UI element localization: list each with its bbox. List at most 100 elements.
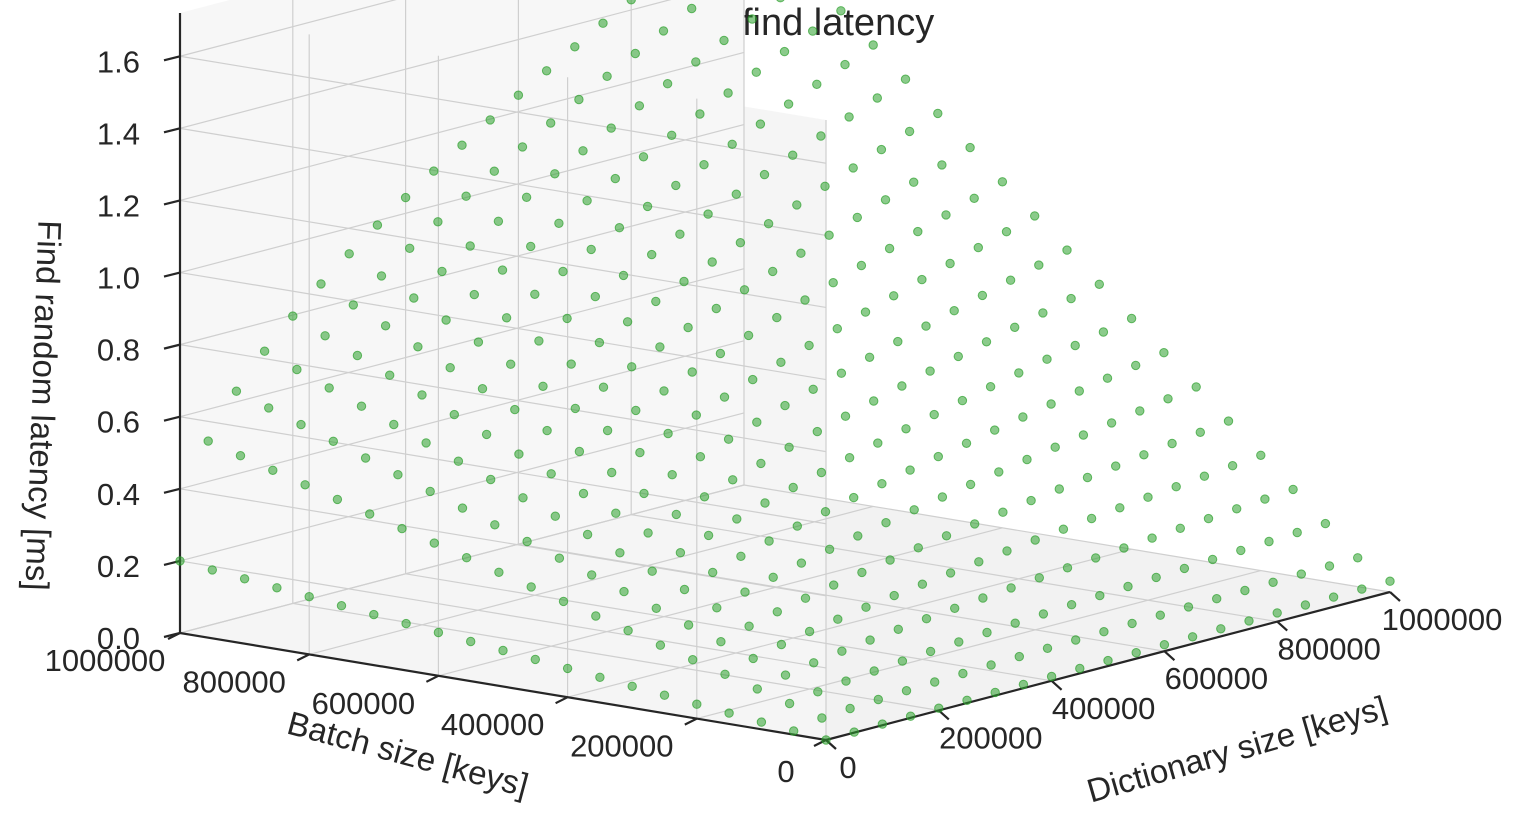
x-tick-mark (1389, 591, 1401, 602)
data-point (748, 374, 758, 385)
data-point (763, 219, 774, 229)
data-point (945, 568, 956, 578)
data-point (901, 424, 911, 434)
data-point (1292, 527, 1302, 538)
data-point (485, 115, 495, 125)
data-point (400, 192, 411, 203)
y-tick-label: 1000000 (45, 643, 166, 678)
data-point (925, 646, 936, 657)
data-point (800, 295, 810, 305)
grid-line (179, 196, 745, 346)
data-point (772, 607, 782, 617)
data-point (490, 520, 500, 530)
data-point (1212, 594, 1222, 604)
data-point (667, 470, 677, 480)
data-point (1207, 554, 1218, 565)
data-point (1300, 600, 1311, 610)
grid-line (179, 488, 827, 597)
data-point (711, 303, 721, 314)
data-point (235, 451, 246, 461)
data-point (857, 567, 867, 578)
data-point (844, 453, 855, 463)
data-point (965, 479, 976, 490)
data-point (735, 238, 746, 248)
z-tick-label: 0.6 (97, 405, 140, 440)
z-tick-mark (163, 55, 181, 62)
data-point (376, 271, 387, 281)
data-point (934, 703, 944, 713)
data-point (655, 640, 666, 650)
z-tick-label: 0.4 (97, 477, 140, 512)
data-point (288, 311, 298, 321)
data-point (566, 359, 576, 369)
data-point (1288, 484, 1298, 495)
data-point (1062, 563, 1073, 573)
data-point (954, 637, 964, 647)
data-point (175, 556, 185, 566)
grid-line (438, 527, 1003, 677)
data-point (477, 384, 488, 394)
data-point (675, 229, 685, 239)
data-point (1268, 577, 1278, 587)
data-point (518, 493, 528, 503)
data-point (933, 108, 943, 119)
data-point (296, 419, 306, 430)
data-point (679, 584, 690, 595)
data-point (259, 346, 270, 356)
data-point (1006, 583, 1016, 593)
data-point (921, 614, 932, 624)
grid-line (696, 570, 1261, 720)
data-point (602, 71, 612, 82)
data-point (699, 160, 709, 170)
data-point (607, 467, 617, 478)
data-point (973, 242, 983, 253)
data-point (687, 3, 697, 14)
data-point (1216, 624, 1226, 634)
y-tick-mark (555, 696, 569, 705)
data-point (768, 266, 778, 277)
data-point (824, 544, 835, 554)
data-point (461, 191, 471, 201)
data-point (369, 609, 379, 620)
z-tick-label: 1.2 (97, 188, 140, 223)
data-point (587, 570, 597, 580)
data-point (635, 447, 645, 458)
data-point (623, 625, 633, 636)
data-point (719, 35, 729, 46)
grid-line (518, 543, 1165, 652)
data-point (977, 290, 988, 301)
data-point (792, 521, 802, 531)
data-point (743, 330, 754, 341)
data-point (1018, 412, 1028, 422)
data-point (836, 6, 846, 16)
data-point (796, 558, 807, 568)
data-point (239, 574, 250, 584)
data-point (752, 684, 762, 694)
grid-line (179, 51, 745, 202)
data-point (909, 177, 919, 187)
data-point (514, 449, 524, 459)
data-point (622, 317, 633, 327)
grid-line (179, 560, 827, 669)
data-point (1002, 546, 1012, 556)
data-point (897, 381, 907, 391)
data-point (626, 0, 636, 5)
data-point (1054, 484, 1065, 494)
z-axis-label: Find random latency [ms] (19, 220, 69, 592)
data-point (1005, 275, 1016, 285)
grid-line (179, 55, 827, 164)
y-tick-label: 800000 (182, 664, 285, 699)
grid-lines (179, 0, 1391, 741)
data-point (365, 509, 375, 519)
data-point (671, 180, 681, 191)
grid-line (179, 271, 827, 381)
data-point (546, 118, 556, 128)
y-tick-label: 200000 (570, 729, 673, 764)
data-point (352, 350, 363, 361)
data-point (1131, 648, 1141, 658)
data-point (869, 666, 879, 676)
data-point (1091, 553, 1101, 563)
data-point (776, 357, 786, 367)
data-point (1260, 494, 1270, 504)
